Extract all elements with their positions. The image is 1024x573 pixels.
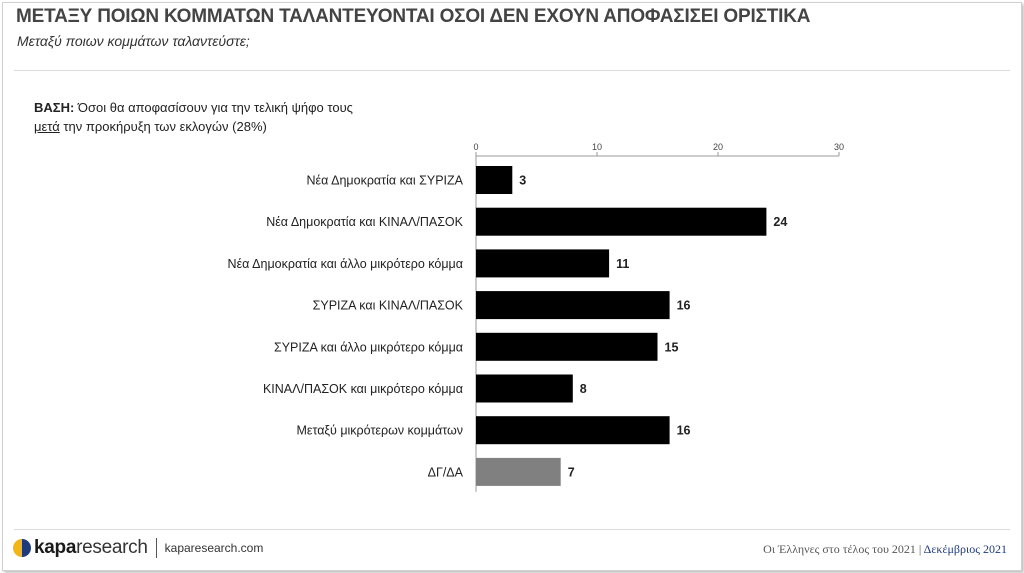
page-title: ΜΕΤΑΞΥ ΠΟΙΩΝ ΚΟΜΜΑΤΩΝ ΤΑΛΑΝΤΕΥΟΝΤΑΙ ΟΣΟΙ… <box>16 6 811 27</box>
logo-bold-text: kapa <box>34 537 77 558</box>
bar <box>476 291 670 320</box>
footer-date: Δεκέμβριος 2021 <box>923 542 1007 556</box>
x-tick-label: 20 <box>713 142 723 152</box>
footer-url: kaparesearch.com <box>164 541 264 555</box>
base-underlined-word: μετά <box>34 119 60 134</box>
page-subtitle: Μεταξύ ποιων κομμάτων ταλαντεύστε; <box>17 33 250 49</box>
category-label: ΣΥΡΙΖΑ και ΚΙΝΑΛ/ΠΑΣΟΚ <box>313 299 464 313</box>
logo-regular-text: research <box>76 537 148 558</box>
footer-separator: | <box>918 542 922 556</box>
data-label: 7 <box>568 465 575 479</box>
base-line1-text: Όσοι θα αποφασίσουν για την τελική ψήφο … <box>77 100 353 115</box>
logo-separator <box>155 538 157 558</box>
data-label: 24 <box>773 215 787 229</box>
bar <box>476 416 670 445</box>
base-line2-text: την προκήρυξη των εκλογών (28%) <box>63 119 267 134</box>
data-label: 8 <box>580 382 587 396</box>
bar <box>476 207 767 236</box>
x-tick-label: 0 <box>473 142 478 152</box>
brand-logo: kaparesearch kaparesearch.com <box>13 537 263 559</box>
data-label: 16 <box>677 424 691 438</box>
footer-survey-info: Οι Έλληνες στο τέλος του 2021 | Δεκέμβρι… <box>763 542 1007 557</box>
data-label: 3 <box>519 174 526 188</box>
category-label: ΣΥΡΙΖΑ και άλλο μικρότερο κόμμα <box>274 340 463 354</box>
category-label: ΔΓ/ΔΑ <box>428 465 464 479</box>
top-divider <box>14 70 1010 71</box>
base-label: ΒΑΣΗ: <box>34 100 75 115</box>
bar <box>476 332 658 361</box>
x-tick-label: 10 <box>592 142 602 152</box>
x-tick-label: 30 <box>834 142 844 152</box>
data-label: 15 <box>665 340 679 354</box>
bar <box>476 249 610 278</box>
category-label: Νέα Δημοκρατία και ΚΙΝΑΛ/ΠΑΣΟΚ <box>266 215 463 229</box>
category-label: Νέα Δημοκρατία και ΣΥΡΙΖΑ <box>307 174 464 188</box>
base-note-line1: ΒΑΣΗ: Όσοι θα αποφασίσουν για την τελική… <box>34 98 353 117</box>
bar <box>476 166 513 194</box>
footer-survey-name: Οι Έλληνες στο τέλος του 2021 <box>763 542 916 556</box>
bar <box>476 374 573 403</box>
bottom-divider <box>14 529 1010 530</box>
logo-mark-icon <box>13 539 31 557</box>
category-label: Μεταξύ μικρότερων κομμάτων <box>296 424 463 438</box>
data-label: 16 <box>677 299 691 313</box>
bar <box>476 457 561 486</box>
category-label: Νέα Δημοκρατία και άλλο μικρότερο κόμμα <box>228 257 463 271</box>
data-label: 11 <box>616 257 629 271</box>
category-label: ΚΙΝΑΛ/ΠΑΣΟΚ και μικρότερο κόμμα <box>263 382 463 396</box>
base-note-line2: μετά την προκήρυξη των εκλογών (28%) <box>34 117 353 136</box>
base-note: ΒΑΣΗ: Όσοι θα αποφασίσουν για την τελική… <box>34 98 353 136</box>
logo-wordmark: kaparesearch <box>34 537 148 559</box>
